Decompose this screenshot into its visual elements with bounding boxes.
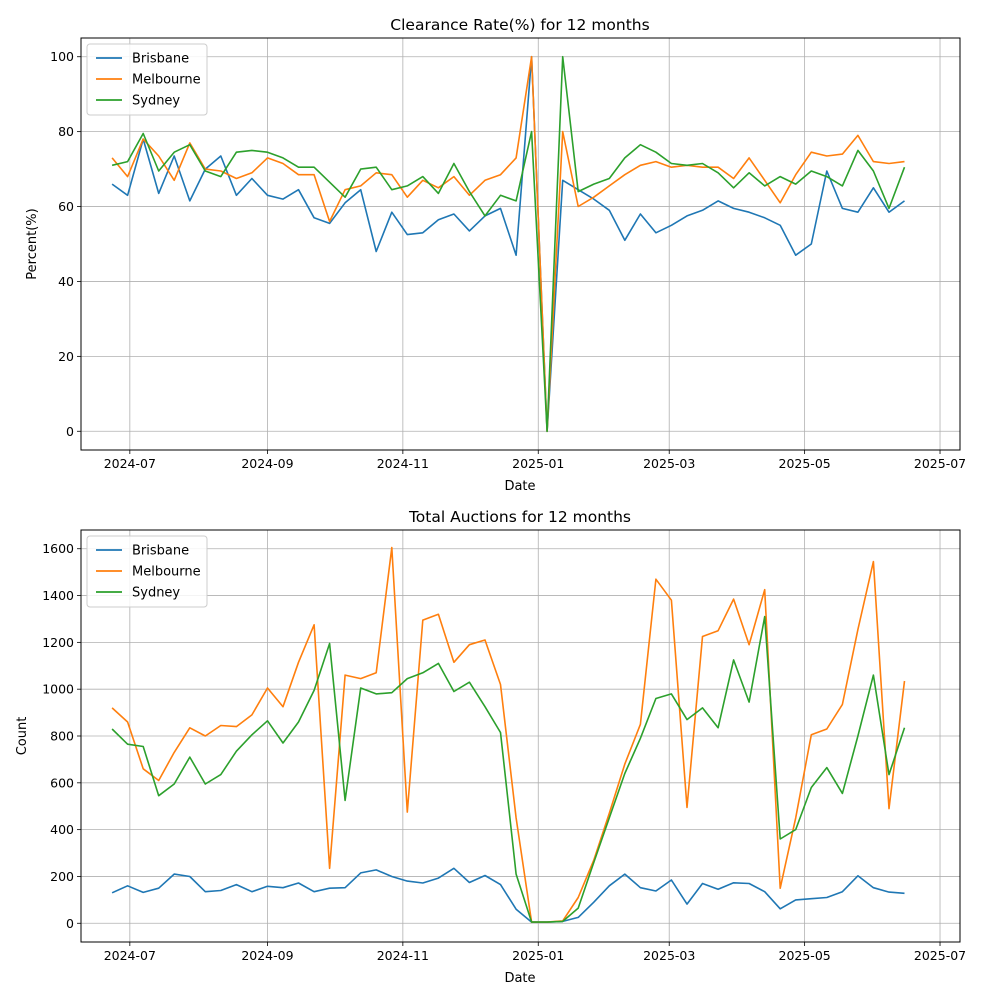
x-tick-label: 2024-11 bbox=[377, 948, 429, 963]
x-tick-label: 2024-09 bbox=[241, 948, 293, 963]
legend-label-sydney: Sydney bbox=[132, 94, 180, 109]
x-tick-label: 2025-07 bbox=[914, 456, 966, 471]
series-line-sydney bbox=[111, 55, 906, 433]
legend-label-melbourne: Melbourne bbox=[132, 565, 201, 580]
clearance-rate-panel: Clearance Rate(%) for 12 months 2024-07 2… bbox=[25, 16, 966, 494]
y-tick-label: 800 bbox=[50, 729, 74, 744]
y-tick-label: 1600 bbox=[42, 541, 74, 556]
y-axis-label: Percent(%) bbox=[25, 208, 40, 279]
y-tick-label: 0 bbox=[66, 424, 74, 439]
legend-label-sydney: Sydney bbox=[132, 586, 180, 601]
y-tick-label: 600 bbox=[50, 775, 74, 790]
x-tick-label: 2025-03 bbox=[643, 948, 695, 963]
series-line-sydney bbox=[111, 615, 906, 923]
y-tick-label: 200 bbox=[50, 869, 74, 884]
x-tick-label: 2025-01 bbox=[512, 948, 564, 963]
x-tick-label: 2024-09 bbox=[241, 456, 293, 471]
total-auctions-panel: Total Auctions for 12 months 2024-07 2024… bbox=[15, 508, 966, 986]
x-tick-label: 2025-05 bbox=[779, 948, 831, 963]
series-line-brisbane bbox=[111, 867, 905, 923]
x-tick-label: 2025-07 bbox=[914, 948, 966, 963]
y-tick-label: 1400 bbox=[42, 588, 74, 603]
y-tick-label: 0 bbox=[66, 916, 74, 931]
legend-label-brisbane: Brisbane bbox=[132, 544, 189, 559]
y-tick-label: 40 bbox=[58, 274, 74, 289]
x-tick-label: 2024-11 bbox=[377, 456, 429, 471]
x-tick-label: 2025-05 bbox=[779, 456, 831, 471]
series-line-brisbane bbox=[111, 55, 905, 433]
legend-label-brisbane: Brisbane bbox=[132, 52, 189, 67]
y-axis-label: Count bbox=[15, 717, 30, 756]
x-tick-label: 2025-03 bbox=[643, 456, 695, 471]
y-tick-label: 1200 bbox=[42, 635, 74, 650]
y-tick-label: 1000 bbox=[42, 682, 74, 697]
chart-title: Clearance Rate(%) for 12 months bbox=[390, 16, 649, 34]
series-line-melbourne bbox=[111, 55, 905, 433]
legend: Brisbane Melbourne Sydney bbox=[86, 535, 208, 608]
legend: Brisbane Melbourne Sydney bbox=[86, 43, 208, 116]
x-axis-label: Date bbox=[504, 479, 535, 494]
y-tick-label: 400 bbox=[50, 822, 74, 837]
x-axis-label: Date bbox=[504, 971, 535, 986]
legend-box bbox=[86, 43, 208, 116]
chart-title: Total Auctions for 12 months bbox=[408, 508, 631, 526]
x-tick-label: 2025-01 bbox=[512, 456, 564, 471]
x-tick-label: 2024-07 bbox=[104, 948, 156, 963]
legend-box bbox=[86, 535, 208, 608]
y-tick-label: 80 bbox=[58, 124, 74, 139]
y-tick-label: 20 bbox=[58, 349, 74, 364]
legend-label-melbourne: Melbourne bbox=[132, 73, 201, 88]
y-tick-label: 60 bbox=[58, 199, 74, 214]
x-tick-label: 2024-07 bbox=[104, 456, 156, 471]
y-tick-label: 100 bbox=[50, 49, 74, 64]
